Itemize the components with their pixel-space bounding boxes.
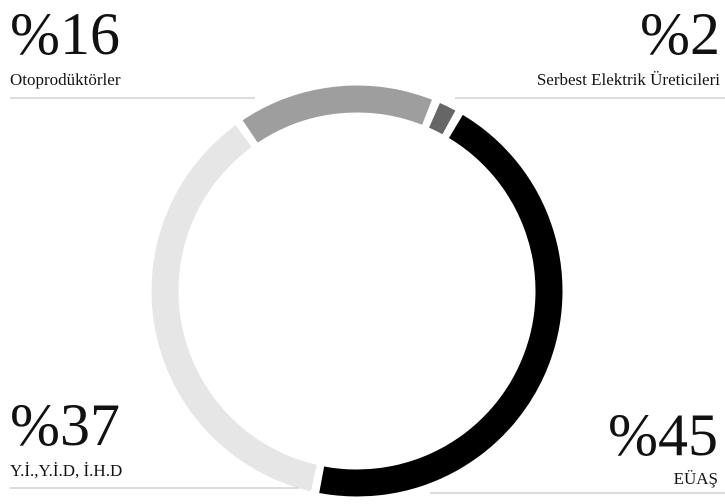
donut-segment [151,125,317,492]
value-label: %37 [10,392,120,458]
donut-segment [242,85,432,143]
value-label: %2 [640,1,720,67]
category-label: Serbest Elektrik Üreticileri [537,70,720,89]
value-label: %16 [10,1,120,67]
category-label: Y.İ.,Y.İ.D, İ.H.D [10,461,122,480]
value-label: %45 [608,402,718,468]
donut-segment [428,102,456,135]
donut-segment [319,114,563,497]
category-label: EÜAŞ [674,469,718,488]
category-label: Otoprodüktörler [10,70,121,89]
